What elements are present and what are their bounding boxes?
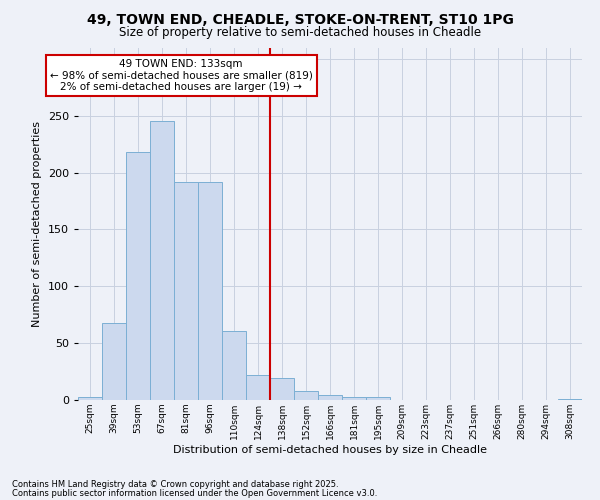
Bar bbox=[271, 378, 293, 400]
Bar bbox=[367, 396, 389, 400]
Bar bbox=[79, 396, 101, 400]
Text: Contains public sector information licensed under the Open Government Licence v3: Contains public sector information licen… bbox=[12, 490, 377, 498]
Bar bbox=[223, 330, 245, 400]
Bar bbox=[343, 396, 365, 400]
Text: 49, TOWN END, CHEADLE, STOKE-ON-TRENT, ST10 1PG: 49, TOWN END, CHEADLE, STOKE-ON-TRENT, S… bbox=[86, 12, 514, 26]
Bar bbox=[247, 375, 269, 400]
Bar bbox=[199, 182, 221, 400]
Text: Size of property relative to semi-detached houses in Cheadle: Size of property relative to semi-detach… bbox=[119, 26, 481, 39]
X-axis label: Distribution of semi-detached houses by size in Cheadle: Distribution of semi-detached houses by … bbox=[173, 444, 487, 454]
Bar bbox=[175, 182, 197, 400]
Bar bbox=[127, 152, 149, 400]
Bar bbox=[151, 122, 173, 400]
Bar bbox=[319, 396, 341, 400]
Bar bbox=[295, 391, 317, 400]
Y-axis label: Number of semi-detached properties: Number of semi-detached properties bbox=[32, 120, 42, 327]
Bar bbox=[103, 322, 125, 400]
Bar bbox=[559, 399, 581, 400]
Text: Contains HM Land Registry data © Crown copyright and database right 2025.: Contains HM Land Registry data © Crown c… bbox=[12, 480, 338, 489]
Text: 49 TOWN END: 133sqm
← 98% of semi-detached houses are smaller (819)
2% of semi-d: 49 TOWN END: 133sqm ← 98% of semi-detach… bbox=[50, 59, 313, 92]
